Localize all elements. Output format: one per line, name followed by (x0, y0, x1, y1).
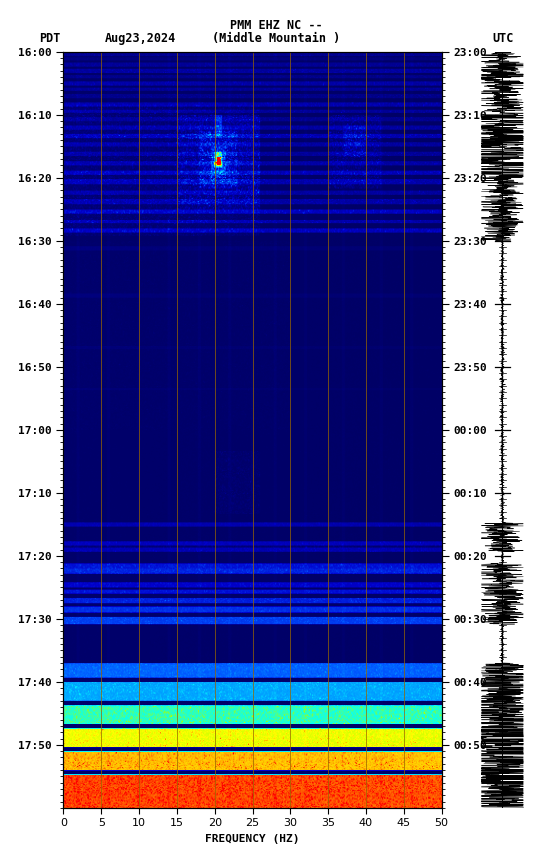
Text: PDT: PDT (39, 32, 60, 45)
Text: UTC: UTC (492, 32, 513, 45)
Text: (Middle Mountain ): (Middle Mountain ) (212, 32, 340, 45)
Text: Aug23,2024: Aug23,2024 (105, 32, 176, 45)
X-axis label: FREQUENCY (HZ): FREQUENCY (HZ) (205, 834, 300, 844)
Text: PMM EHZ NC --: PMM EHZ NC -- (230, 19, 322, 32)
